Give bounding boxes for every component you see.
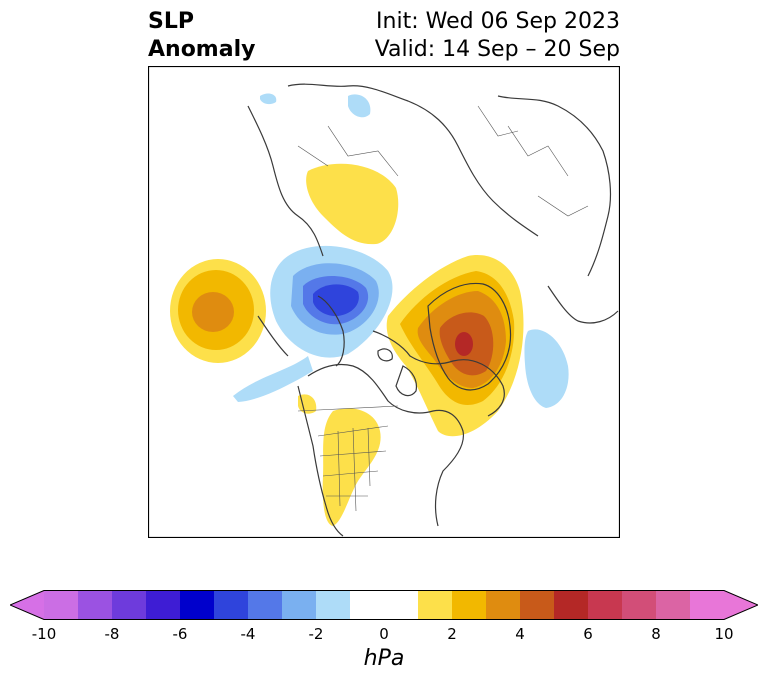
colorbar-bin bbox=[690, 590, 725, 620]
date-info: Init: Wed 06 Sep 2023 Valid: 14 Sep – 20… bbox=[375, 8, 620, 64]
colorbar-tick-label: -8 bbox=[104, 625, 120, 643]
colorbar-bin bbox=[452, 590, 487, 620]
anomaly-siberia-high bbox=[306, 163, 399, 245]
colorbar-outline bbox=[10, 590, 758, 620]
colorbar-tick-label: -10 bbox=[31, 625, 57, 643]
colorbar-tick-label: 2 bbox=[447, 625, 457, 643]
colorbar-tick-label: 8 bbox=[651, 625, 661, 643]
colorbar-bin bbox=[554, 590, 589, 620]
colorbar-bin bbox=[10, 590, 44, 620]
colorbar-bin bbox=[112, 590, 147, 620]
colorbar-bin bbox=[44, 590, 79, 620]
colorbar-tick-label: 0 bbox=[379, 625, 389, 643]
colorbar bbox=[10, 590, 758, 620]
anomaly-atlantic-low bbox=[524, 329, 569, 408]
colorbar-bin bbox=[486, 590, 521, 620]
anomaly-central-us-high bbox=[322, 408, 381, 526]
colorbar-bin bbox=[350, 590, 419, 620]
colorbar-tick-label: 6 bbox=[583, 625, 593, 643]
colorbar-bin bbox=[146, 590, 181, 620]
colorbar-bin bbox=[588, 590, 623, 620]
colorbar-tick-label: 4 bbox=[515, 625, 525, 643]
colorbar-bin bbox=[520, 590, 555, 620]
title-line-1: SLP bbox=[148, 9, 194, 34]
colorbar-unit-label: hPa bbox=[363, 646, 405, 671]
colorbar-bin bbox=[78, 590, 113, 620]
colorbar-bin bbox=[248, 590, 283, 620]
map-title: SLP Anomaly bbox=[148, 8, 255, 64]
colorbar-tick-label: -2 bbox=[308, 625, 324, 643]
coastlines bbox=[247, 83, 619, 537]
colorbar-tick-label: 10 bbox=[714, 625, 734, 643]
colorbar-bin bbox=[282, 590, 317, 620]
colorbar-tick-label: -6 bbox=[172, 625, 188, 643]
colorbar-bin bbox=[724, 590, 758, 620]
init-date: Init: Wed 06 Sep 2023 bbox=[376, 9, 620, 34]
slp-anomaly-map bbox=[148, 66, 620, 538]
title-line-2: Anomaly bbox=[148, 37, 256, 62]
borders bbox=[297, 105, 589, 512]
valid-range: Valid: 14 Sep – 20 Sep bbox=[374, 37, 620, 62]
colorbar-bin bbox=[214, 590, 249, 620]
colorbar-bin bbox=[316, 590, 351, 620]
colorbar-ticks: -10 -8 -6 -4 -2 0 2 4 6 8 10 bbox=[0, 625, 768, 645]
colorbar-bin bbox=[622, 590, 657, 620]
colorbar-bin bbox=[180, 590, 215, 620]
colorbar-bin bbox=[418, 590, 453, 620]
colorbar-bin bbox=[656, 590, 691, 620]
colorbar-tick-label: -4 bbox=[240, 625, 256, 643]
